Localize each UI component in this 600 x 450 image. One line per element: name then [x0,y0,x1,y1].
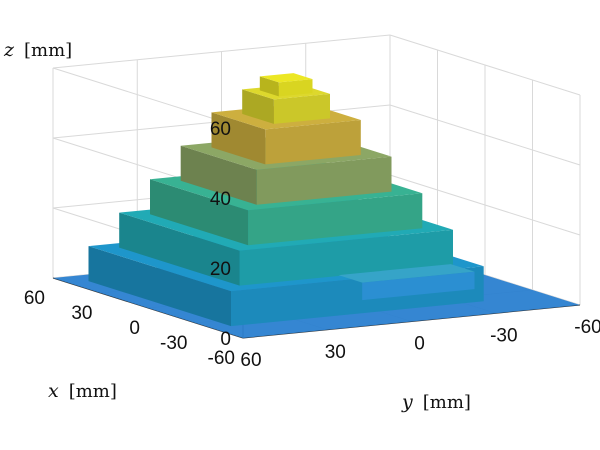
pyramid-surface [53,73,580,338]
y-tick-label: 30 [325,342,346,363]
pyramid-step-face-x [248,193,423,246]
x-tick-label: -60 [208,348,235,369]
pyramid-step-face-x [265,120,361,165]
forecourt-top [338,264,475,283]
pyramid-step-face-y [150,179,249,246]
pyramid-step-ledge [259,73,313,83]
pyramid-step-face-y [259,76,279,97]
pyramid-step-face-x [278,79,313,97]
y-tick-label: -30 [490,325,517,346]
x-tick-label: 0 [129,318,140,339]
x-tick-label: 30 [71,303,92,324]
pyramid-step-face-y [211,112,266,165]
pyramid-step-face-x [239,229,453,286]
pyramid-step-face-y [119,212,240,286]
z-axis-label: z [mm] [3,39,72,61]
y-tick-label: 60 [240,350,261,371]
y-tick-label: -60 [574,317,600,338]
pyramid-step-face-y [242,89,274,124]
grid-line-z [52,67,244,129]
x-tick-label: 60 [24,288,45,309]
pyramid-step-face-y [180,145,257,205]
z-tick-label: 0 [220,329,231,350]
z-tick-label: 60 [210,119,231,140]
y-axis-label: y [mm] [401,391,471,413]
pyramid-step-face-x [256,156,392,205]
pyramid-step-face-x [273,93,330,124]
forecourt-face-x [362,271,475,301]
pyramid-step-face-y [88,246,231,327]
x-axis-label: x [mm] [48,380,117,402]
z-tick-label: 20 [210,259,231,280]
z-tick-label: 40 [210,189,231,210]
y-tick-label: 0 [414,334,425,355]
x-tick-label: -30 [160,333,187,354]
